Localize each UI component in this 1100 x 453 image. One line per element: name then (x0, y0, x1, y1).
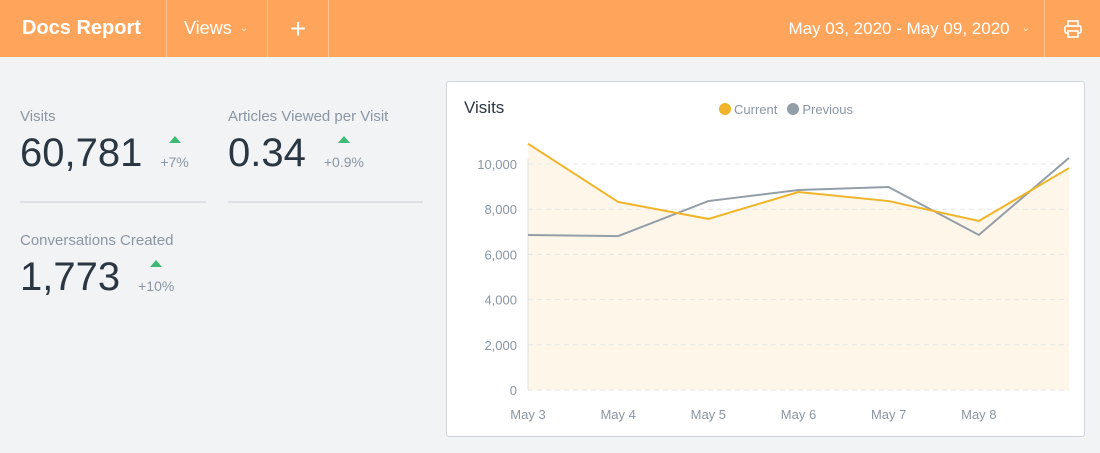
chart-legend: Current Previous (719, 102, 853, 117)
trend-up-icon (337, 136, 350, 143)
trend-up-icon (150, 260, 163, 267)
chevron-down-icon: ⌄ (239, 23, 249, 34)
y-tick-label: 2,000 (484, 338, 517, 353)
legend-item-previous[interactable]: Previous (787, 102, 853, 117)
divider (228, 201, 423, 203)
metric-label: Articles Viewed per Visit (228, 108, 389, 125)
metric-delta: +10% (138, 278, 175, 294)
chart-title: Visits (464, 98, 505, 117)
plus-icon: + (289, 12, 307, 44)
visits-chart-card: Visits Current Previous 0 2,000 4,000 6,000… (446, 81, 1085, 437)
top-bar: Docs Report Views ⌄ + May 03, 2020 - May … (0, 0, 1100, 57)
x-tick-label: May 6 (781, 407, 816, 422)
series-line-current (527, 142, 1070, 223)
report-title: Docs Report (0, 0, 167, 57)
divider (20, 201, 206, 203)
series-line-previous (527, 157, 1070, 238)
legend-label: Current (734, 102, 778, 117)
x-tick-label: May 4 (600, 407, 635, 422)
x-tick-label: May 7 (871, 407, 906, 422)
metric-visits: Visits 60,781 +7% (20, 108, 189, 176)
chevron-down-icon: ⌄ (1021, 23, 1030, 34)
metric-articles-per-visit: Articles Viewed per Visit 0.34 +0.9% (228, 108, 388, 176)
date-range-picker[interactable]: May 03, 2020 - May 09, 2020 ⌄ (788, 0, 1030, 57)
trend-up-icon (168, 136, 181, 143)
legend-item-current[interactable]: Current (719, 102, 777, 117)
metric-label: Conversations Created (20, 232, 174, 249)
y-tick-label: 10,000 (477, 157, 517, 172)
metric-value: 0.34 (228, 131, 306, 175)
y-tick-label: 4,000 (484, 293, 517, 308)
metric-value: 1,773 (20, 255, 121, 299)
views-label: Views (184, 18, 232, 38)
metric-delta: +7% (160, 154, 189, 170)
current-area (528, 143, 1069, 390)
add-view-button[interactable]: + (268, 0, 329, 57)
y-tick-label: 0 (510, 383, 517, 398)
metric-delta: +0.9% (323, 154, 364, 170)
y-tick-label: 6,000 (484, 247, 517, 262)
printer-icon (1063, 19, 1082, 38)
x-tick-label: May 8 (961, 407, 996, 422)
y-tick-label: 8,000 (484, 202, 517, 217)
metric-label: Visits (20, 108, 56, 125)
x-tick-label: May 5 (691, 407, 726, 422)
metric-value: 60,781 (20, 131, 143, 175)
legend-dot (719, 103, 731, 115)
date-range-label: May 03, 2020 - May 09, 2020 (788, 18, 1010, 38)
print-button[interactable] (1044, 0, 1100, 57)
metric-conversations: Conversations Created 1,773 +10% (20, 232, 174, 300)
legend-dot (787, 103, 800, 115)
x-tick-label: May 3 (510, 407, 545, 422)
line-chart: 0 2,000 4,000 6,000 8,000 10,000 May 3 May 4 May… (477, 142, 1070, 422)
legend-label: Previous (802, 102, 853, 117)
views-dropdown[interactable]: Views ⌄ (167, 0, 268, 57)
